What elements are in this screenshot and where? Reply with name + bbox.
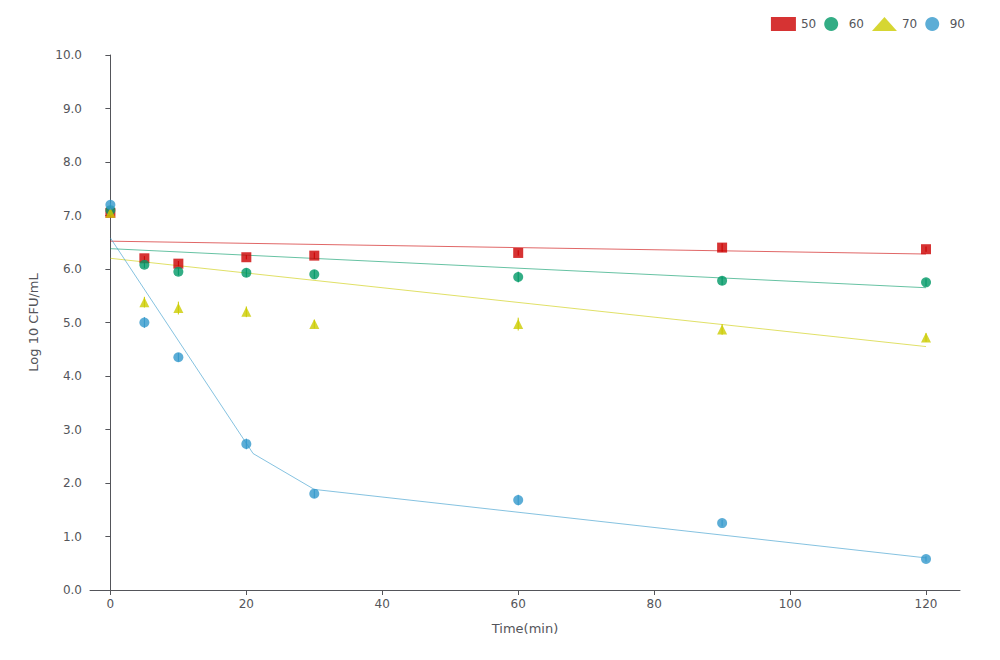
svg-text:100: 100	[779, 597, 802, 611]
svg-text:60: 60	[849, 17, 864, 31]
svg-text:Time(min): Time(min)	[491, 621, 558, 636]
svg-text:50: 50	[801, 17, 816, 31]
svg-text:40: 40	[375, 597, 390, 611]
svg-text:70: 70	[902, 17, 917, 31]
svg-text:80: 80	[647, 597, 662, 611]
svg-text:120: 120	[915, 597, 938, 611]
svg-text:20: 20	[239, 597, 254, 611]
svg-text:3.0: 3.0	[63, 423, 82, 437]
svg-text:1.0: 1.0	[63, 530, 82, 544]
svg-text:Log 10 CFU/mL: Log 10 CFU/mL	[26, 273, 41, 372]
svg-text:5.0: 5.0	[63, 316, 82, 330]
svg-text:7.0: 7.0	[63, 209, 82, 223]
svg-text:90: 90	[950, 17, 965, 31]
svg-text:10.0: 10.0	[55, 48, 82, 62]
svg-text:8.0: 8.0	[63, 155, 82, 169]
svg-text:0: 0	[107, 597, 115, 611]
svg-text:9.0: 9.0	[63, 102, 82, 116]
svg-text:4.0: 4.0	[63, 369, 82, 383]
svg-text:60: 60	[511, 597, 526, 611]
svg-text:0.0: 0.0	[63, 583, 82, 597]
svg-text:6.0: 6.0	[63, 262, 82, 276]
svg-text:2.0: 2.0	[63, 476, 82, 490]
